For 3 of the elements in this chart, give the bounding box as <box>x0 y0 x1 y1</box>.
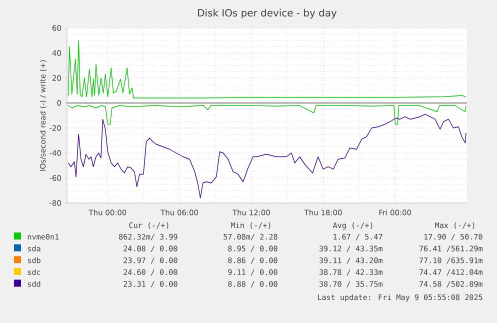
chart-title: Disk IOs per device - by day <box>198 8 337 18</box>
line-series <box>68 105 466 125</box>
line-series <box>68 114 466 198</box>
